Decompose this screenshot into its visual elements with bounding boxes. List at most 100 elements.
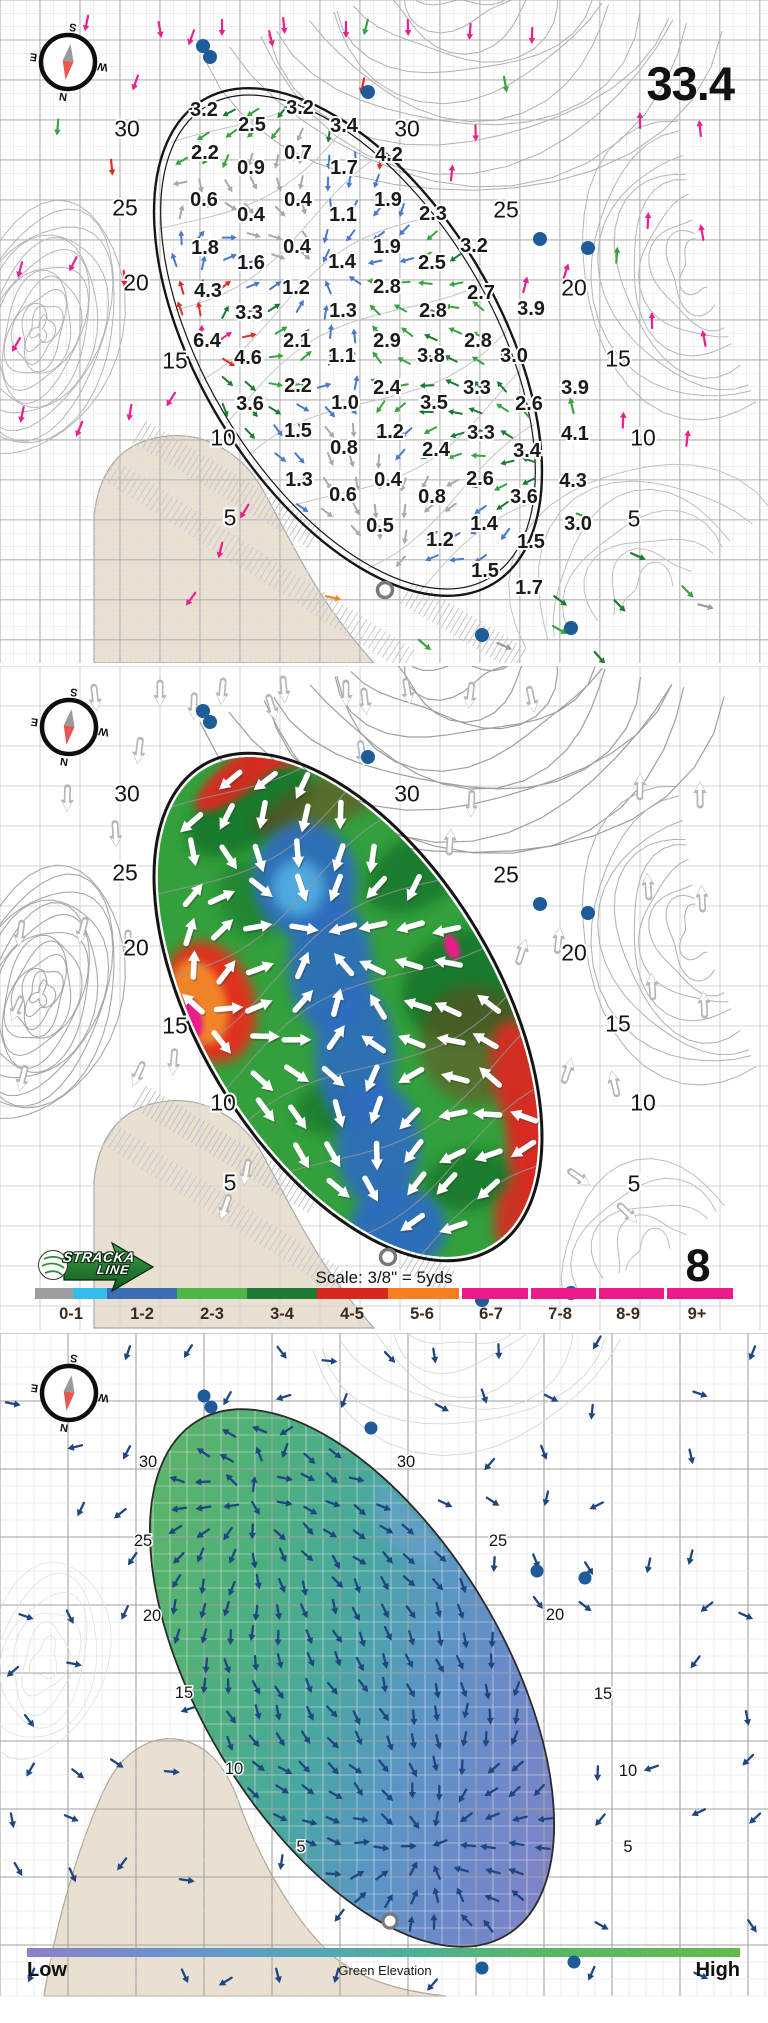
legend-range-label: 6-7 [479,1305,503,1323]
slope-value: 0.9 [237,157,265,179]
slope-value: 4.2 [375,144,403,166]
slope-value: 1.5 [284,420,312,442]
svg-text:S: S [68,20,77,33]
svg-text:20: 20 [546,1606,564,1624]
elevation-legend-low: Low [27,1959,67,1981]
svg-text:10: 10 [210,424,236,450]
svg-text:10: 10 [630,424,656,450]
svg-text:30: 30 [114,780,140,806]
svg-text:5: 5 [628,1170,641,1196]
slope-value: 3.3 [235,302,263,324]
svg-text:10: 10 [210,1089,236,1115]
green-stat-number: 33.4 [646,57,735,110]
slope-value: 2.6 [466,468,494,490]
svg-text:30: 30 [139,1453,157,1471]
previous-pin-circle [375,580,395,600]
legend-segment [462,1288,528,1299]
slope-value: 1.7 [330,157,358,179]
legend-segment [247,1288,317,1299]
svg-text:15: 15 [162,1012,188,1038]
slope-value: 2.2 [284,375,312,397]
panel-green-elevation: N E S W 30 30 25 25 20 20 15 15 10 10 5 5 [0,1333,768,1997]
slope-value: 4.3 [559,470,587,492]
sprinkler-dot [361,85,375,99]
svg-text:10: 10 [630,1089,656,1115]
svg-text:5: 5 [623,1838,632,1856]
legend-segment [599,1288,664,1299]
legend-range-label: 1-2 [130,1305,154,1323]
panel-slope-heatmap: N E S W 30 30 25 25 20 20 15 15 10 10 5 5 [0,666,768,1330]
slope-value: 3.5 [420,392,448,414]
slope-value: 2.6 [515,393,543,415]
slope-value: 0.8 [330,437,358,459]
svg-text:E: E [30,715,39,728]
slope-value: 1.5 [471,560,499,582]
sprinkler-dot [581,241,595,255]
slope-value: 1.9 [374,189,402,211]
slope-value: 1.4 [470,513,499,535]
slope-value: 2.1 [283,330,311,352]
svg-text:5: 5 [296,1838,305,1856]
slope-value: 2.2 [191,142,219,164]
svg-text:25: 25 [134,1532,152,1550]
svg-text:25: 25 [112,859,138,885]
svg-text:S: S [69,1351,78,1364]
slope-value: 2.9 [373,330,401,352]
slope-value: 3.4 [513,440,542,462]
svg-text:15: 15 [175,1684,193,1702]
svg-text:30: 30 [114,115,140,141]
hole-number: 8 [685,1240,711,1291]
svg-text:10: 10 [225,1760,243,1778]
slope-value: 3.2 [460,235,488,257]
svg-text:15: 15 [605,345,631,371]
slope-value: 0.4 [283,236,312,258]
legend-segment [388,1288,459,1299]
slope-value: 0.6 [190,189,218,211]
svg-text:30: 30 [397,1453,415,1471]
svg-text:E: E [30,1381,39,1394]
svg-text:25: 25 [489,1532,507,1550]
slope-value: 1.6 [237,252,265,274]
svg-text:30: 30 [394,780,420,806]
slope-value: 3.6 [510,486,538,508]
scale-text: Scale: 3/8" = 5yds [315,1268,453,1287]
sprinkler-dot [361,750,375,764]
slope-value: 1.7 [515,577,543,599]
sprinkler-dot [581,906,595,920]
svg-text:25: 25 [493,861,519,887]
svg-text:S: S [69,685,78,698]
svg-text:15: 15 [605,1010,631,1036]
slope-value: 4.6 [234,347,262,369]
sprinkler-dot [567,1955,581,1969]
slope-value: 1.8 [191,237,219,259]
compass-rose: N E S W [29,20,109,103]
slope-value: 1.1 [329,204,357,226]
slope-value: 3.3 [463,377,491,399]
slope-value: 4.1 [561,423,589,445]
svg-text:N: N [59,1421,69,1434]
slope-value: 0.5 [366,515,394,537]
svg-text:10: 10 [619,1762,637,1780]
slope-value: 2.7 [467,282,495,304]
legend-range-label: 7-8 [548,1305,572,1323]
slope-value: 3.6 [236,393,264,415]
sprinkler-dot [196,39,210,53]
slope-value: 0.7 [284,142,312,164]
svg-text:N: N [58,90,68,103]
slope-value: 3.8 [417,345,445,367]
legend-segment [35,1288,73,1299]
slope-value: 2.8 [419,300,447,322]
slope-value: 3.2 [286,97,314,119]
svg-text:20: 20 [123,269,149,295]
slope-value: 3.0 [500,345,528,367]
slope-value: 2.4 [373,377,402,399]
svg-text:E: E [29,50,38,63]
previous-pin-circle [378,1247,398,1267]
sprinkler-dot [533,897,547,911]
slope-value: 2.8 [464,330,492,352]
legend-segment [107,1288,177,1299]
svg-text:20: 20 [561,939,587,965]
svg-text:30: 30 [394,115,420,141]
svg-text:5: 5 [628,505,641,531]
